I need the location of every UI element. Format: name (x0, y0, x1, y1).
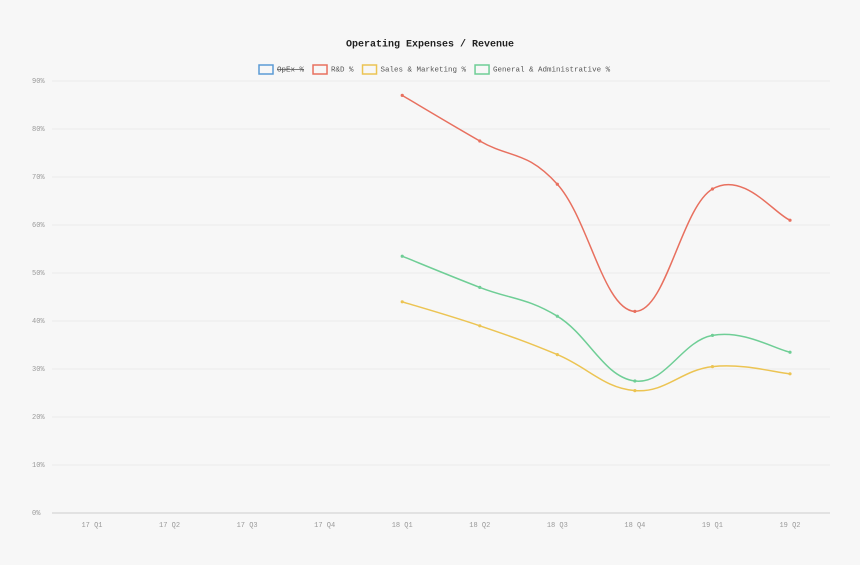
y-tick-label: 40% (32, 318, 45, 326)
point (710, 365, 715, 369)
chart-title: Operating Expenses / Revenue (346, 39, 514, 51)
series-line (402, 301, 791, 392)
legend-label[interactable]: General & Administrative % (493, 66, 611, 74)
y-tick-label: 50% (32, 270, 45, 278)
point (710, 333, 715, 337)
point (400, 300, 404, 304)
x-tick-label: 18 Q4 (624, 522, 645, 530)
point (400, 93, 404, 97)
legend-swatch[interactable] (258, 64, 274, 75)
x-tick-label: 18 Q1 (392, 522, 413, 530)
y-tick-label: 60% (32, 222, 45, 230)
x-tick-label: 17 Q3 (237, 522, 258, 530)
x-tick-label: 17 Q4 (314, 522, 335, 530)
y-tick-label: 70% (32, 174, 45, 182)
y-tick-label: 0% (32, 510, 41, 518)
point (788, 372, 792, 376)
y-tick-label: 80% (32, 126, 45, 134)
point (478, 285, 482, 289)
legend-swatch[interactable] (474, 64, 490, 75)
legend-label[interactable]: Sales & Marketing % (381, 66, 467, 74)
point (788, 350, 792, 354)
y-tick-label: 20% (32, 414, 45, 422)
point (478, 139, 482, 143)
legend-swatch[interactable] (361, 64, 378, 75)
legend-label[interactable]: OpEx % (277, 66, 305, 74)
x-tick-label: 18 Q3 (547, 522, 568, 530)
point (555, 182, 559, 186)
x-tick-label: 17 Q1 (81, 522, 102, 530)
x-tick-label: 17 Q2 (159, 522, 180, 530)
x-tick-label: 19 Q2 (779, 522, 800, 530)
point (710, 187, 715, 191)
point (555, 353, 559, 357)
x-tick-label: 18 Q2 (469, 522, 490, 530)
point (633, 309, 637, 313)
legend-swatch[interactable] (312, 64, 328, 75)
point (555, 314, 559, 318)
point (633, 389, 637, 393)
y-tick-label: 90% (32, 78, 45, 86)
point (788, 218, 792, 222)
x-tick-label: 19 Q1 (702, 522, 723, 530)
point (478, 324, 482, 328)
series-line (401, 255, 791, 382)
y-tick-label: 30% (32, 366, 45, 374)
legend-label[interactable]: R&D % (331, 66, 354, 74)
y-tick-label: 10% (32, 462, 45, 470)
point (400, 254, 404, 258)
point (633, 379, 637, 383)
